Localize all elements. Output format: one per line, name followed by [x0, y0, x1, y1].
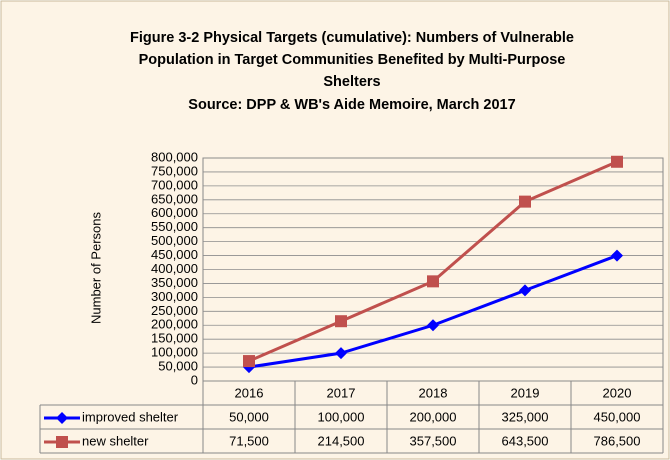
- marker: [611, 155, 623, 168]
- marker: [335, 347, 347, 360]
- y-tick-label: 700,000: [151, 177, 198, 192]
- y-tick-label: 800,000: [151, 149, 198, 164]
- y-tick-label: 100,000: [151, 345, 198, 360]
- y-tick-label: 200,000: [151, 317, 198, 332]
- y-tick-label: 600,000: [151, 205, 198, 220]
- legend-marker: [56, 412, 68, 424]
- marker: [243, 355, 255, 368]
- marker: [611, 249, 623, 262]
- y-tick-label: 650,000: [151, 191, 198, 206]
- marker: [519, 284, 531, 297]
- table-cell: 643,500: [502, 433, 549, 448]
- table-cell: 71,500: [229, 433, 269, 448]
- table-cell: 100,000: [318, 409, 365, 424]
- table-cell: 786,500: [594, 433, 641, 448]
- y-tick-label: 750,000: [151, 163, 198, 178]
- chart-subtitle: Source: DPP & WB's Aide Memoire, March 2…: [188, 97, 515, 113]
- table-cell: 357,500: [410, 433, 457, 448]
- table-cell: 200,000: [410, 409, 457, 424]
- x-tick-label: 2018: [419, 385, 448, 400]
- legend-marker: [56, 436, 68, 448]
- chart-title: Figure 3-2 Physical Targets (cumulative)…: [130, 30, 574, 46]
- y-tick-label: 550,000: [151, 219, 198, 234]
- table-cell: 214,500: [318, 433, 365, 448]
- x-tick-label: 2017: [327, 385, 356, 400]
- y-tick-label: 250,000: [151, 303, 198, 318]
- x-tick-label: 2019: [511, 385, 540, 400]
- legend-label: improved shelter: [82, 409, 179, 424]
- y-tick-label: 300,000: [151, 289, 198, 304]
- marker: [335, 315, 347, 328]
- x-tick-label: 2020: [603, 385, 632, 400]
- y-axis-label: Number of Persons: [88, 212, 103, 324]
- y-tick-label: 150,000: [151, 331, 198, 346]
- y-tick-label: 450,000: [151, 247, 198, 262]
- marker: [427, 319, 439, 332]
- x-tick-label: 2016: [235, 385, 264, 400]
- y-tick-label: 0: [191, 372, 198, 387]
- legend-label: new shelter: [82, 433, 149, 448]
- y-tick-label: 500,000: [151, 233, 198, 248]
- table-cell: 50,000: [229, 409, 269, 424]
- chart-title: Population in Target Communities Benefit…: [139, 52, 566, 68]
- y-tick-label: 400,000: [151, 261, 198, 276]
- marker: [427, 275, 439, 288]
- chart-title: Shelters: [323, 74, 380, 90]
- marker: [519, 195, 531, 208]
- table-cell: 450,000: [594, 409, 641, 424]
- y-tick-label: 50,000: [158, 359, 198, 374]
- table-cell: 325,000: [502, 409, 549, 424]
- y-tick-label: 350,000: [151, 275, 198, 290]
